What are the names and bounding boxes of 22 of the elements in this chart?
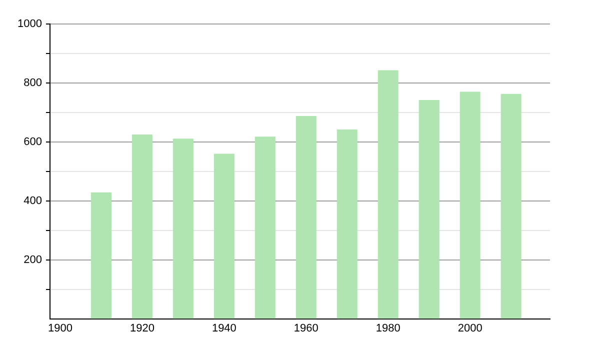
y-tick-label: 400 bbox=[24, 194, 42, 207]
y-tick-label: 800 bbox=[24, 76, 42, 89]
x-tick-label: 1980 bbox=[376, 322, 400, 334]
bar bbox=[214, 154, 234, 319]
bar bbox=[378, 70, 398, 319]
bar bbox=[90, 192, 112, 319]
bar bbox=[254, 136, 276, 319]
x-tick-label: 2000 bbox=[458, 322, 482, 334]
bar bbox=[460, 92, 480, 319]
bar bbox=[296, 116, 316, 319]
x-tick-label: 1920 bbox=[130, 322, 154, 334]
x-tick-label: 1960 bbox=[294, 322, 318, 334]
y-tick-label: 600 bbox=[24, 136, 42, 148]
bar bbox=[418, 100, 440, 319]
bar bbox=[500, 94, 522, 319]
bar bbox=[172, 138, 194, 319]
y-tick-label: 1000 bbox=[18, 18, 42, 30]
bar bbox=[336, 130, 358, 319]
bar bbox=[132, 134, 152, 319]
y-tick-label: 200 bbox=[24, 254, 42, 266]
x-tick-label: 1940 bbox=[212, 322, 236, 334]
x-tick-label: 1900 bbox=[48, 322, 72, 334]
